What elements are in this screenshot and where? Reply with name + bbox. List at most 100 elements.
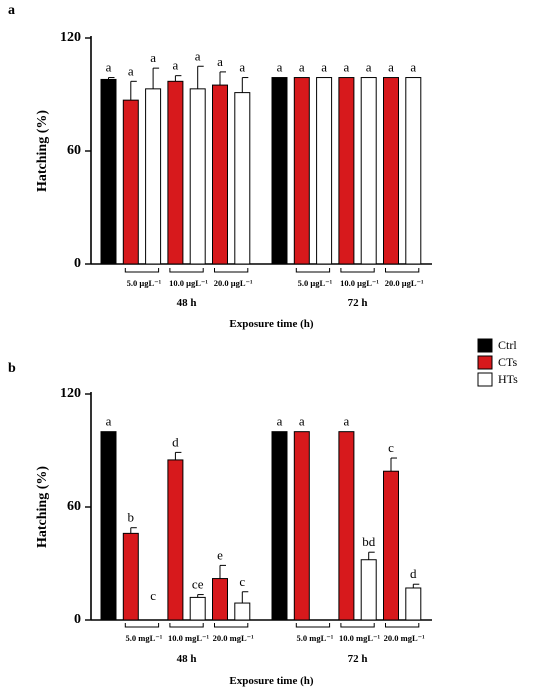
concentration-label: 10.0 μgL⁻¹ [169, 278, 208, 288]
legend-label-cts: CTs [498, 355, 517, 369]
panel-letter: a [8, 3, 15, 18]
bar-cts [338, 77, 355, 265]
bar-cts [212, 578, 228, 621]
significance-letter: a [106, 414, 112, 429]
concentration-bracket [169, 268, 204, 273]
significance-letter: a [410, 60, 416, 75]
significance-letter: a [195, 48, 201, 63]
concentration-label: 5.0 mgL⁻¹ [297, 633, 334, 643]
bar-cts [212, 84, 228, 265]
concentration-bracket [340, 268, 375, 273]
bar-cts [167, 80, 184, 265]
concentration-bracket [214, 623, 249, 628]
group-label: 72 h [348, 653, 368, 665]
concentration-label: 20.0 mgL⁻¹ [384, 633, 425, 643]
significance-letter: b [128, 510, 135, 525]
significance-letter: e [217, 547, 223, 562]
concentration-label: 10.0 mgL⁻¹ [339, 633, 380, 643]
legend-label-ctrl: Ctrl [498, 338, 517, 352]
bar-cts [122, 532, 139, 621]
significance-letter: a [299, 60, 305, 75]
bar-cts [383, 77, 399, 265]
bar-hts [234, 92, 251, 265]
significance-letter: a [344, 414, 350, 429]
significance-letter: a [128, 63, 134, 78]
group-label: 48 h [177, 297, 197, 309]
panel-letter: b [8, 361, 16, 376]
bar-cts [122, 99, 139, 265]
legend: Ctrl CTs HTs [477, 338, 518, 387]
significance-letter: a [299, 414, 305, 429]
significance-letter: d [172, 434, 179, 449]
x-axis-label: Exposure time (h) [229, 318, 313, 330]
bar-hts [360, 559, 377, 621]
significance-letter: a [366, 60, 372, 75]
significance-letter: c [388, 440, 394, 455]
bar-ctrl [100, 78, 117, 265]
bar-ctrl [271, 77, 288, 265]
significance-letter: a [321, 60, 327, 75]
group-label: 48 h [177, 653, 197, 665]
group-label: 72 h [348, 297, 368, 309]
concentration-bracket [385, 268, 420, 273]
concentration-label: 20.0 mgL⁻¹ [213, 633, 254, 643]
concentration-bracket [385, 623, 420, 628]
bar-cts [293, 77, 310, 265]
concentration-label: 10.0 mgL⁻¹ [168, 633, 209, 643]
significance-letter: a [150, 50, 156, 65]
bar-cts [293, 431, 310, 621]
bar-hts [360, 77, 377, 265]
concentration-bracket [214, 268, 249, 273]
legend-swatch-cts [477, 355, 493, 370]
concentration-label: 20.0 μgL⁻¹ [385, 278, 424, 288]
y-axis-label: Hatching (%) [35, 466, 50, 548]
bar-hts [189, 596, 206, 621]
concentration-bracket [340, 623, 375, 628]
concentration-bracket [295, 268, 331, 273]
bar-hts [145, 88, 162, 265]
significance-letter: a [217, 54, 223, 69]
significance-letter: ce [192, 577, 204, 592]
concentration-bracket [295, 623, 331, 628]
significance-letter: d [410, 566, 417, 581]
significance-letter: bd [362, 534, 376, 549]
bar-cts [338, 431, 355, 621]
significance-letter: a [277, 414, 283, 429]
concentration-label: 5.0 mgL⁻¹ [126, 633, 163, 643]
concentration-label: 10.0 μgL⁻¹ [340, 278, 379, 288]
y-tick-label: 60 [67, 499, 81, 514]
y-tick-label: 0 [74, 256, 81, 271]
bar-hts [405, 77, 422, 265]
y-tick-label: 60 [67, 143, 81, 158]
bar-hts [234, 602, 251, 621]
legend-swatch-ctrl [477, 338, 493, 353]
bar-hts [189, 88, 206, 265]
bar-ctrl [100, 431, 117, 621]
y-axis-label: Hatching (%) [35, 110, 50, 192]
panel-b: b 0 60 120 Hatching (%) Exposure time (h) a b c d… [8, 361, 432, 687]
y-tick-label: 0 [74, 612, 81, 627]
y-tick-label: 120 [60, 386, 81, 401]
bar-cts [167, 459, 184, 621]
significance-letter: a [277, 60, 283, 75]
bar-hts [316, 77, 333, 265]
bar-cts [383, 470, 399, 621]
significance-letter: a [106, 60, 112, 75]
concentration-label: 5.0 μgL⁻¹ [298, 278, 333, 288]
concentration-bracket [124, 268, 160, 273]
concentration-label: 5.0 μgL⁻¹ [127, 278, 162, 288]
bar-ctrl [271, 431, 288, 621]
y-tick-label: 120 [60, 30, 81, 45]
legend-swatch-hts [477, 372, 493, 387]
significance-letter: a [239, 60, 245, 75]
concentration-bracket [169, 623, 204, 628]
panel-a: a 0 60 120 Hatching (%) Exposure time (h) a a a a… [8, 3, 432, 330]
concentration-label: 20.0 μgL⁻¹ [214, 278, 253, 288]
significance-letter: c [239, 574, 245, 589]
significance-letter: a [173, 58, 179, 73]
concentration-bracket [124, 623, 160, 628]
significance-letter: c [150, 588, 156, 603]
bar-hts [405, 587, 422, 621]
